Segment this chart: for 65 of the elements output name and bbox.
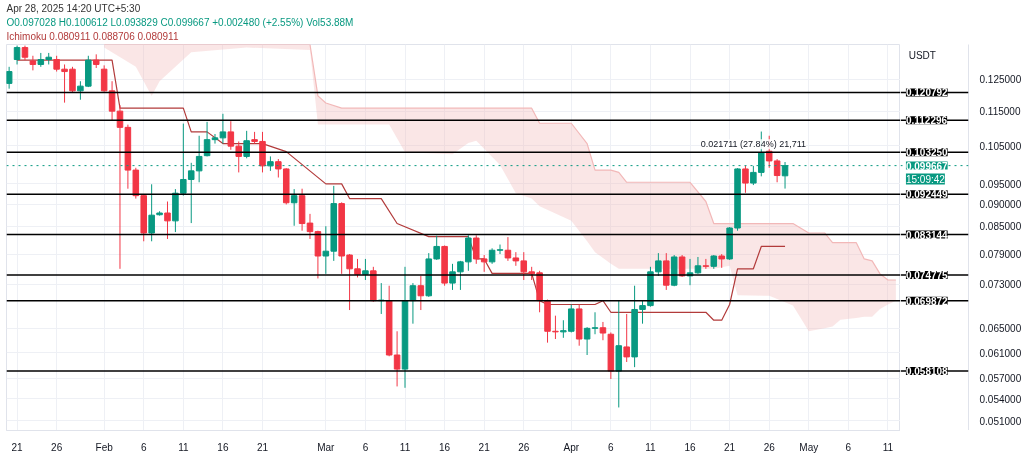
candlestick (148, 183, 155, 242)
x-tick-label: 21 (11, 441, 24, 453)
x-tick-label: 21 (256, 441, 269, 453)
y-tick-label: 0.061000 (979, 347, 1022, 359)
ref-line-label: 0.083144 (905, 229, 949, 241)
ref-line-label: 0.074775 (905, 270, 949, 281)
candlestick (6, 66, 13, 90)
text: 15:09:42 (905, 173, 946, 185)
ref-line-label: 0.058108 (905, 366, 949, 377)
x-tick-label: 26 (51, 441, 63, 453)
candlestick (164, 201, 171, 240)
candlestick (290, 188, 298, 227)
ref-line-label: 0.120792 (905, 87, 949, 99)
y-axis-title: USDT (908, 49, 936, 61)
x-tick-label: 11 (882, 441, 894, 453)
candlestick (694, 256, 702, 275)
x-tick-label: Feb (95, 441, 114, 453)
x-tick-label: Mar (317, 441, 336, 453)
chart-title: Apr 28, 2025 14:20 UTC+5:30 (6, 2, 141, 14)
candlestick (322, 225, 330, 275)
x-tick-label: May (799, 441, 819, 453)
ref-line-label: 0.069872 (905, 295, 949, 307)
candlestick (465, 234, 472, 272)
y-tick-label: 0.090000 (979, 199, 1022, 211)
x-tick-label: 6 (140, 441, 147, 453)
candlestick (29, 55, 37, 71)
x-tick-label: 26 (763, 441, 776, 453)
annotation: 0.021711 (27.84%) 21,711 (700, 139, 806, 150)
text: Ichimoku 0.080911 0.088706 0.080911 (6, 30, 179, 42)
y-tick-label: 0.057000 (979, 373, 1022, 385)
y-tick-label: 0.085000 (979, 221, 1022, 233)
x-tick-label: 21 (478, 441, 491, 453)
y-tick-label: 0.065000 (979, 323, 1022, 335)
x-tick-label: 11 (178, 441, 189, 453)
ref-line-label: 0.092449 (905, 189, 949, 201)
candlestick (742, 165, 749, 194)
y-tick-label: 0.073000 (979, 279, 1022, 291)
y-tick-label: 0.125000 (979, 74, 1022, 86)
y-tick-label: 0.105000 (979, 140, 1022, 152)
chart-subtitle: O0.097028 H0.100612 L0.093829 C0.099667 +0.002480 (+2.55%) Vol53.88M (6, 16, 354, 28)
ref-line-label: 0.112296 (905, 115, 948, 127)
x-tick-label: 11 (399, 441, 411, 453)
candlestick (623, 313, 630, 363)
x-tick-label: 26 (518, 441, 530, 453)
x-tick-label: 21 (724, 441, 736, 453)
candlestick (702, 258, 710, 270)
candlestick (417, 275, 425, 311)
candlestick (13, 45, 21, 65)
x-tick-label: 6 (608, 441, 615, 453)
y-tick-label: 0.054000 (979, 393, 1022, 405)
x-tick-label: 16 (217, 441, 229, 453)
x-tick-label: 16 (684, 441, 697, 453)
y-tick-label: 0.079000 (979, 249, 1022, 261)
ref-line-label: 0.099667 (905, 160, 949, 172)
x-tick-label: 16 (439, 441, 451, 453)
x-tick-label: Apr (563, 441, 580, 453)
candlestick (362, 258, 369, 281)
candlestick (599, 321, 607, 341)
y-tick-label: 0.115000 (979, 106, 1021, 118)
x-tick-label: 11 (645, 441, 657, 453)
ref-line-label: 0.103250 (905, 147, 949, 159)
y-tick-label: 0.051000 (979, 415, 1022, 427)
x-tick-label: 6 (845, 441, 852, 453)
x-tick-label: 6 (362, 441, 369, 453)
y-tick-label: 0.095000 (979, 178, 1022, 190)
